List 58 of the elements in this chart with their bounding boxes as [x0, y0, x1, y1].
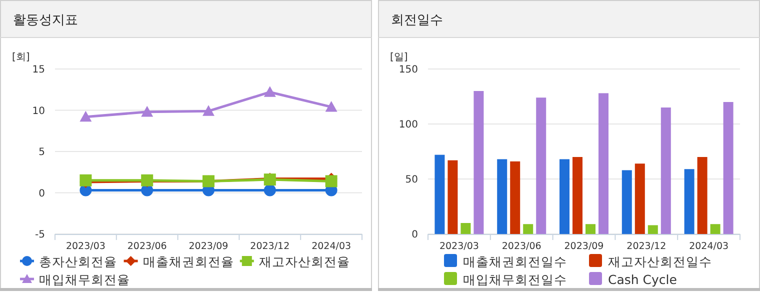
y-tick-label: 50: [405, 174, 418, 186]
bar: [434, 154, 445, 234]
x-tick-label: 2023/12: [626, 241, 666, 252]
point: [80, 110, 92, 122]
y-tick-label: 10: [32, 106, 45, 117]
x-tick-label: 2023/03: [439, 241, 479, 252]
point: [264, 86, 276, 97]
x-tick-label: 2023/09: [188, 241, 228, 252]
x-tick-label: 2024/03: [312, 241, 352, 252]
bar: [697, 157, 708, 234]
x-tick-label: 2024/03: [689, 241, 729, 252]
point: [325, 100, 338, 112]
bar: [510, 161, 520, 234]
y-tick-label: 150: [398, 64, 418, 76]
bar: [572, 157, 582, 234]
legend-label: Cash Cycle: [608, 272, 678, 287]
x-tick-label: 2023/03: [66, 241, 106, 252]
bar: [474, 91, 484, 234]
x-tick-label: 2023/06: [127, 241, 167, 252]
bar: [684, 169, 694, 234]
y-tick-label: 15: [32, 64, 45, 76]
legend-label: 매출채권회전일수: [463, 254, 567, 269]
point: [264, 184, 276, 196]
bar: [648, 225, 658, 234]
bar: [448, 160, 458, 234]
point: [325, 175, 338, 188]
bar: [586, 224, 596, 234]
bar: [723, 102, 734, 234]
x-tick-label: 2023/12: [250, 241, 290, 252]
legend-label: 매입채무회전일수: [463, 272, 567, 287]
x-tick-label: 2023/06: [502, 241, 542, 252]
bar: [622, 170, 632, 234]
chart-title: 활동성지표: [13, 13, 78, 28]
y-tick-label: 5: [38, 147, 45, 158]
bar: [634, 164, 645, 234]
y-tick-label: 100: [398, 120, 418, 130]
bar: [460, 223, 471, 234]
bar: [560, 159, 570, 234]
y-tick-label: 0: [412, 230, 418, 240]
y-tick-label: 0: [38, 188, 45, 200]
y-axis-title: [회]: [12, 52, 30, 63]
bar: [660, 108, 671, 234]
bar: [598, 93, 608, 234]
legend-label: 재고자산회전율: [258, 254, 350, 269]
legend-label: 재고자산회전일수: [608, 254, 712, 269]
bar: [523, 224, 534, 234]
legend-label: 매출채권회전율: [142, 254, 234, 269]
y-axis-title: [일]: [390, 52, 408, 63]
legend-label: 매입채무회전율: [39, 272, 130, 287]
y-tick-label: -5: [35, 230, 45, 240]
point: [202, 105, 214, 116]
chart-title: 회전일수: [391, 13, 443, 28]
bar: [536, 98, 546, 234]
x-tick-label: 2023/09: [564, 241, 604, 252]
bar: [710, 224, 720, 234]
point: [141, 106, 154, 117]
bar: [497, 159, 508, 234]
legend-label: 총자산회전율: [39, 254, 117, 269]
